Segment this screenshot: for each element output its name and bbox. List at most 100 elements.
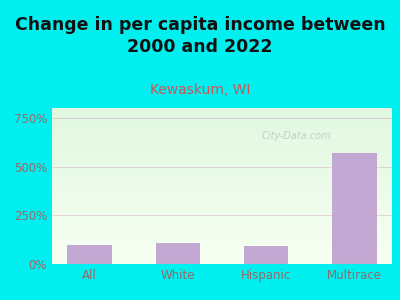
Bar — [332, 153, 376, 264]
Bar — [52, 253, 392, 255]
Bar — [52, 203, 392, 205]
Bar — [52, 170, 392, 172]
Bar — [52, 108, 392, 110]
Bar — [52, 117, 392, 119]
Bar — [52, 125, 392, 127]
Bar — [52, 200, 392, 202]
Bar — [52, 146, 392, 147]
Text: Kewaskum, WI: Kewaskum, WI — [150, 83, 250, 97]
Bar — [52, 184, 392, 186]
Bar — [244, 247, 288, 264]
Bar — [52, 150, 392, 152]
Bar — [52, 212, 392, 214]
Bar — [52, 155, 392, 156]
Bar — [52, 234, 392, 236]
Bar — [52, 116, 392, 117]
Bar — [52, 255, 392, 256]
Bar — [52, 228, 392, 230]
Bar — [52, 144, 392, 146]
Bar — [52, 251, 392, 253]
Bar — [52, 183, 392, 184]
Bar — [52, 241, 392, 242]
Bar — [52, 222, 392, 224]
Bar — [52, 142, 392, 144]
Bar — [52, 248, 392, 250]
Bar — [52, 163, 392, 164]
Bar — [52, 233, 392, 234]
Bar — [52, 172, 392, 173]
Bar — [52, 113, 392, 114]
Bar — [52, 160, 392, 161]
Bar — [52, 261, 392, 262]
Bar — [52, 186, 392, 188]
Text: Change in per capita income between
2000 and 2022: Change in per capita income between 2000… — [15, 16, 385, 56]
Bar — [52, 262, 392, 264]
Bar — [52, 131, 392, 133]
Bar — [52, 152, 392, 153]
Bar — [52, 130, 392, 131]
Bar — [52, 169, 392, 170]
Bar — [52, 259, 392, 261]
Bar — [52, 153, 392, 155]
Bar — [52, 133, 392, 134]
Bar — [52, 121, 392, 122]
Bar — [52, 127, 392, 128]
Bar — [52, 214, 392, 216]
Bar — [52, 180, 392, 181]
Bar — [52, 244, 392, 245]
Bar — [52, 128, 392, 130]
Bar — [52, 238, 392, 239]
Bar — [52, 258, 392, 259]
Bar — [52, 175, 392, 177]
Bar — [52, 181, 392, 183]
Bar — [52, 139, 392, 141]
Bar — [156, 243, 200, 264]
Bar — [52, 224, 392, 225]
Bar — [52, 247, 392, 248]
Bar — [52, 156, 392, 158]
Bar — [52, 236, 392, 238]
Bar — [52, 173, 392, 175]
Bar — [52, 134, 392, 136]
Bar — [52, 245, 392, 247]
Bar — [52, 208, 392, 209]
Bar — [52, 167, 392, 169]
Bar — [52, 122, 392, 124]
Bar — [52, 226, 392, 228]
Bar — [52, 199, 392, 200]
Bar — [52, 138, 392, 139]
Bar — [52, 211, 392, 212]
Bar — [52, 194, 392, 195]
Bar — [52, 188, 392, 189]
Bar — [52, 242, 392, 244]
Bar — [52, 197, 392, 199]
Bar — [52, 250, 392, 251]
Text: City-Data.com: City-Data.com — [262, 131, 332, 141]
Bar — [52, 225, 392, 226]
Bar — [52, 166, 392, 167]
Bar — [52, 202, 392, 203]
Bar — [52, 256, 392, 258]
Bar — [68, 244, 112, 264]
Bar — [52, 111, 392, 113]
Bar — [52, 141, 392, 142]
Bar — [52, 191, 392, 192]
Bar — [52, 230, 392, 231]
Bar — [52, 148, 392, 150]
Bar — [52, 206, 392, 208]
Bar — [52, 147, 392, 148]
Bar — [52, 219, 392, 220]
Bar — [52, 189, 392, 191]
Bar — [52, 136, 392, 138]
Bar — [52, 205, 392, 206]
Bar — [52, 114, 392, 116]
Bar — [52, 220, 392, 222]
Bar — [52, 158, 392, 160]
Bar — [52, 195, 392, 197]
Bar — [52, 177, 392, 178]
Bar — [52, 164, 392, 166]
Bar — [52, 209, 392, 211]
Bar — [52, 124, 392, 125]
Bar — [52, 178, 392, 180]
Bar — [52, 239, 392, 241]
